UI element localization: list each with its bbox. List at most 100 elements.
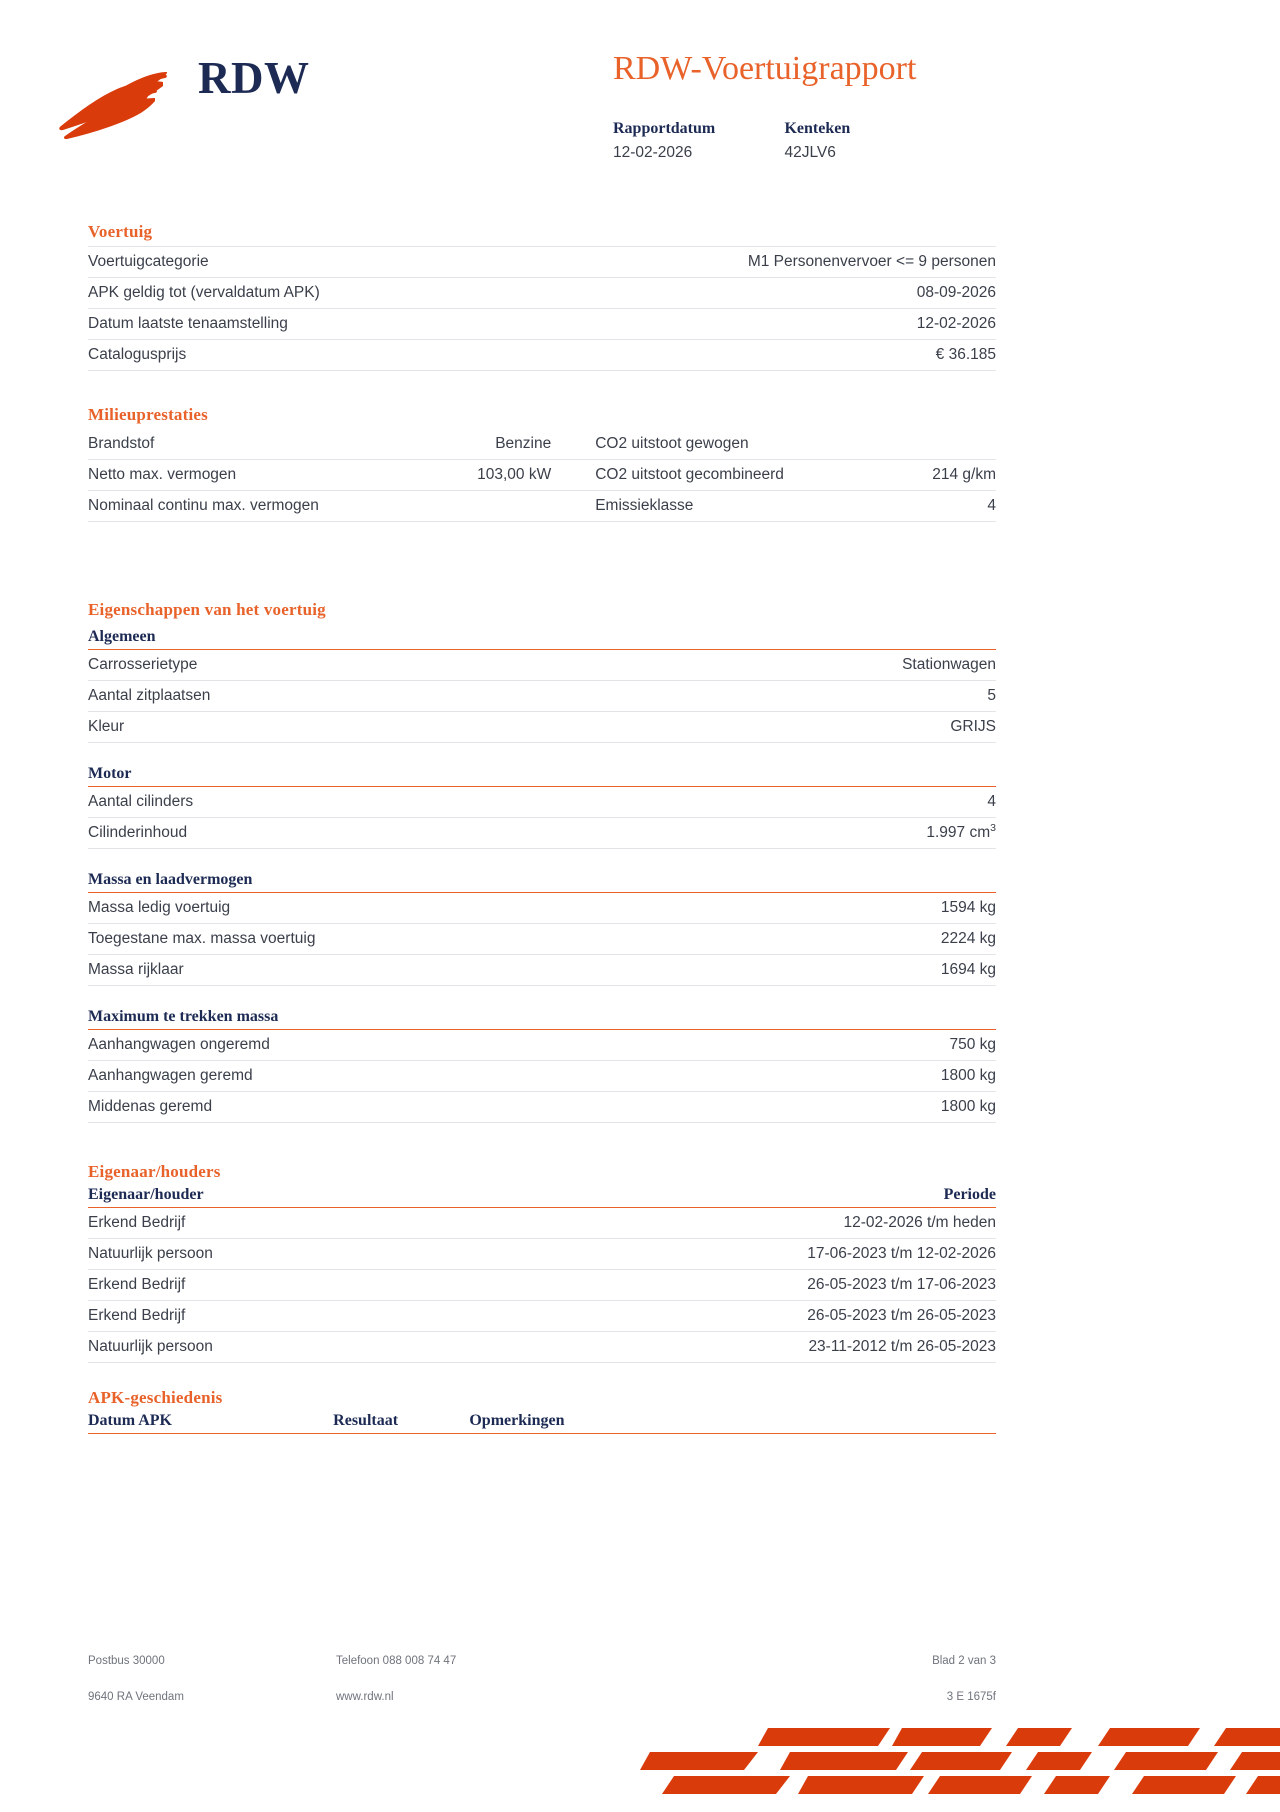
owner-period: 26-05-2023 t/m 26-05-2023 [560,1300,996,1332]
row-value: 1594 kg [587,893,996,924]
row-value: 750 kg [587,1030,996,1061]
row-value: 1800 kg [587,1091,996,1123]
algemeen-table: Carrosserietype Stationwagen Aantal zitp… [88,650,996,743]
table-row: Toegestane max. massa voertuig 2224 kg [88,923,996,955]
table-row: Massa rijklaar 1694 kg [88,954,996,986]
row-value-exponent: 3 [990,821,996,834]
row-label-left: Nominaal continu max. vermogen [88,490,361,522]
row-label: APK geldig tot (vervaldatum APK) [88,277,561,309]
trekgewicht-table: Aanhangwagen ongeremd 750 kg Aanhangwage… [88,1030,996,1123]
owner-period: 12-02-2026 t/m heden [560,1207,996,1239]
table-row: Carrosserietype Stationwagen [88,650,996,681]
divider [88,649,996,650]
table-row: Middenas geremd 1800 kg [88,1091,996,1123]
apk-table: Datum APK Resultaat Opmerkingen [88,1412,996,1434]
row-value: 1800 kg [587,1060,996,1092]
section-eigenaren: Eigenaar/houders Eigenaar/houder Periode… [88,1162,996,1363]
column-header-owner: Eigenaar/houder [88,1186,561,1208]
footer-website[interactable]: www.rdw.nl [336,1691,394,1703]
footer-doc-code: 3 E 1675f [946,1691,996,1703]
table-row: Erkend Bedrijf 26-05-2023 t/m 26-05-2023 [88,1300,996,1332]
rdw-logo: RDW [55,38,355,148]
table-row: Natuurlijk persoon 17-06-2023 t/m 12-02-… [88,1238,996,1270]
section-heading-eigenschappen: Eigenschappen van het voertuig [88,600,326,619]
footer-page-label: Blad 2 van 3 [932,1655,996,1667]
table-row: Natuurlijk persoon 23-11-2012 t/m 26-05-… [88,1331,996,1363]
report-date-label: Rapportdatum [613,120,716,137]
section-milieuprestaties: Milieuprestaties Brandstof Benzine CO2 u… [88,405,996,522]
row-label: Massa ledig voertuig [88,893,588,924]
row-label-right: CO2 uitstoot gecombineerd [569,459,815,491]
row-label: Datum laatste tenaamstelling [88,308,561,340]
row-value: 4 [587,787,996,818]
row-value-right: 4 [814,490,996,522]
section-heading-eigenaren: Eigenaar/houders [88,1162,221,1181]
section-voertuig: Voertuig Voertuigcategorie M1 Personenve… [88,222,996,371]
divider [88,892,996,893]
license-plate-value: 42JLV6 [784,144,836,161]
owner-name: Erkend Bedrijf [88,1300,561,1332]
decorative-stripes-graphic [640,1718,1280,1812]
section-heading-apk: APK-geschiedenis [88,1388,223,1407]
row-label: Kleur [88,711,588,743]
row-label: Massa rijklaar [88,954,588,986]
massa-table: Massa ledig voertuig 1594 kg Toegestane … [88,893,996,986]
column-header-apk-date: Datum APK [88,1412,334,1434]
group-motor: Motor Aantal cilinders 4 Cilinderinhoud … [88,765,996,849]
table-header-row: Datum APK Resultaat Opmerkingen [88,1412,996,1434]
report-meta: Rapportdatum 12-02-2026 Kenteken 42JLV6 [613,118,1013,166]
table-row: Massa ledig voertuig 1594 kg [88,893,996,924]
section-heading-voertuig: Voertuig [88,222,153,241]
stripes-icon [640,1728,1280,1794]
row-value: 08-09-2026 [560,277,996,309]
footer-row-1: Postbus 30000 Telefoon 088 008 74 47 Bla… [88,1655,996,1677]
meta-report-date: Rapportdatum 12-02-2026 [613,118,780,166]
section-heading-milieuprestaties: Milieuprestaties [88,405,208,424]
column-header-apk-remarks: Opmerkingen [469,1412,996,1434]
table-row: Aantal zitplaatsen 5 [88,680,996,712]
table-row: Aantal cilinders 4 [88,787,996,818]
row-label: Voertuigcategorie [88,246,561,278]
report-header: RDW RDW-Voertuigrapport Rapportdatum 12-… [0,0,1280,200]
row-value: M1 Personenvervoer <= 9 personen [560,246,996,278]
voertuig-table: Voertuigcategorie M1 Personenvervoer <= … [88,246,996,371]
row-label: Aantal cilinders [88,787,588,818]
owner-name: Natuurlijk persoon [88,1238,561,1270]
eigenaren-table: Eigenaar/houder Periode Erkend Bedrijf 1… [88,1186,996,1363]
row-value-right [814,429,996,460]
footer-phone: Telefoon 088 008 74 47 [336,1655,457,1667]
footer-address-line1: Postbus 30000 [88,1655,165,1667]
table-row: Datum laatste tenaamstelling 12-02-2026 [88,308,996,340]
row-value: 5 [587,680,996,712]
row-label-left: Brandstof [88,429,361,460]
row-value: GRIJS [587,711,996,743]
row-value-right: 214 g/km [814,459,996,491]
row-label: Middenas geremd [88,1091,588,1123]
table-row: Nominaal continu max. vermogen Emissiekl… [88,490,996,522]
motor-table: Aantal cilinders 4 Cilinderinhoud 1.997 … [88,787,996,849]
table-row: Cilinderinhoud 1.997 cm3 [88,817,996,849]
row-value: 2224 kg [587,923,996,955]
divider [88,786,996,787]
row-label: Toegestane max. massa voertuig [88,923,588,955]
row-value-left: Benzine [360,429,570,460]
page-title: RDW-Voertuigrapport [613,50,917,87]
table-row: Kleur GRIJS [88,711,996,743]
subsection-heading-trekgewicht: Maximum te trekken massa [88,1008,279,1025]
row-value-number: 1.997 cm [926,824,991,841]
column-header-apk-result: Resultaat [333,1412,470,1434]
row-label: Aantal zitplaatsen [88,680,588,712]
license-plate-label: Kenteken [784,120,851,137]
table-row: Brandstof Benzine CO2 uitstoot gewogen [88,429,996,460]
row-label-left: Netto max. vermogen [88,459,361,491]
row-label: Aanhangwagen ongeremd [88,1030,588,1061]
footer-row-2: 9640 RA Veendam www.rdw.nl 3 E 1675f [88,1691,996,1713]
column-header-period: Periode [560,1186,996,1208]
owner-name: Erkend Bedrijf [88,1269,561,1301]
subsection-heading-motor: Motor [88,765,132,782]
table-row: Erkend Bedrijf 26-05-2023 t/m 17-06-2023 [88,1269,996,1301]
row-label: Cilinderinhoud [88,817,588,849]
row-value: 1.997 cm3 [587,817,996,849]
footer-address-line2: 9640 RA Veendam [88,1691,184,1703]
